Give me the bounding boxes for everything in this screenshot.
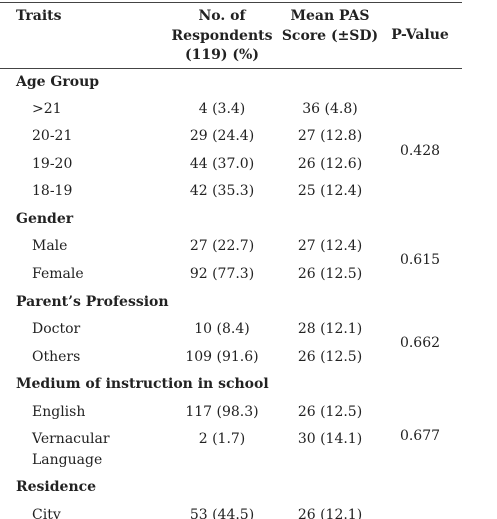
header-cell: P-Value	[391, 27, 449, 43]
row-label: >21	[32, 101, 62, 117]
row-label: 20-21	[32, 128, 73, 144]
cell-mean: 26 (12.5)	[297, 349, 363, 365]
cell-p-value: 0.662	[399, 335, 441, 351]
cell-respondents: 10 (8.4)	[194, 321, 250, 337]
cell-mean: 30 (14.1)	[297, 431, 363, 447]
row-label: Male	[32, 238, 68, 254]
row-label: 18-19	[32, 183, 73, 199]
cell-respondents: 4 (3.4)	[198, 101, 246, 117]
cell-mean: 26 (12.5)	[297, 266, 363, 282]
cell-respondents: 92 (77.3)	[189, 266, 255, 282]
cell-respondents: 44 (37.0)	[189, 156, 255, 172]
cell-respondents: 109 (91.6)	[185, 349, 259, 365]
header-cell: Mean PAS	[290, 8, 370, 24]
cell-respondents: 29 (24.4)	[189, 128, 255, 144]
row-label: 19-20	[32, 156, 73, 172]
cell-mean: 27 (12.4)	[297, 238, 363, 254]
group-title: Residence	[16, 479, 97, 495]
group-title: Medium of instruction in school	[16, 376, 269, 392]
cell-respondents: 117 (98.3)	[185, 404, 259, 420]
cell-mean: 26 (12.1)	[297, 507, 363, 519]
header-rule	[0, 68, 462, 69]
cell-respondents: 42 (35.3)	[189, 183, 255, 199]
cell-mean: 26 (12.5)	[297, 404, 363, 420]
header-cell: (119) (%)	[185, 47, 259, 63]
group-title: Gender	[16, 211, 74, 227]
header-cell: Score (±SD)	[281, 27, 379, 44]
cell-p-value: 0.615	[399, 252, 441, 268]
cell-respondents: 53 (44.5)	[189, 507, 255, 519]
cell-mean: 25 (12.4)	[297, 183, 363, 199]
cell-p-value: 0.428	[399, 143, 441, 159]
header-cell: No. of	[198, 8, 246, 24]
row-label: Others	[32, 349, 81, 365]
row-label: City	[32, 507, 61, 519]
header-cell: Respondents	[171, 27, 273, 44]
group-title: Parent’s Profession	[16, 294, 169, 310]
cell-mean: 36 (4.8)	[302, 101, 358, 117]
group-title: Age Group	[16, 74, 100, 90]
row-label: Female	[32, 266, 84, 282]
cell-respondents: 27 (22.7)	[189, 238, 255, 254]
cell-mean: 28 (12.1)	[297, 321, 363, 337]
top-rule	[0, 2, 462, 3]
cell-p-value: 0.677	[399, 428, 441, 444]
cell-mean: 26 (12.6)	[297, 156, 363, 172]
cell-mean: 27 (12.8)	[297, 128, 363, 144]
header-cell: Traits	[16, 8, 62, 24]
row-label: Doctor	[32, 321, 81, 337]
row-label: Vernacular Language	[32, 431, 110, 468]
row-label: English	[32, 404, 86, 420]
cell-respondents: 2 (1.7)	[198, 431, 246, 447]
